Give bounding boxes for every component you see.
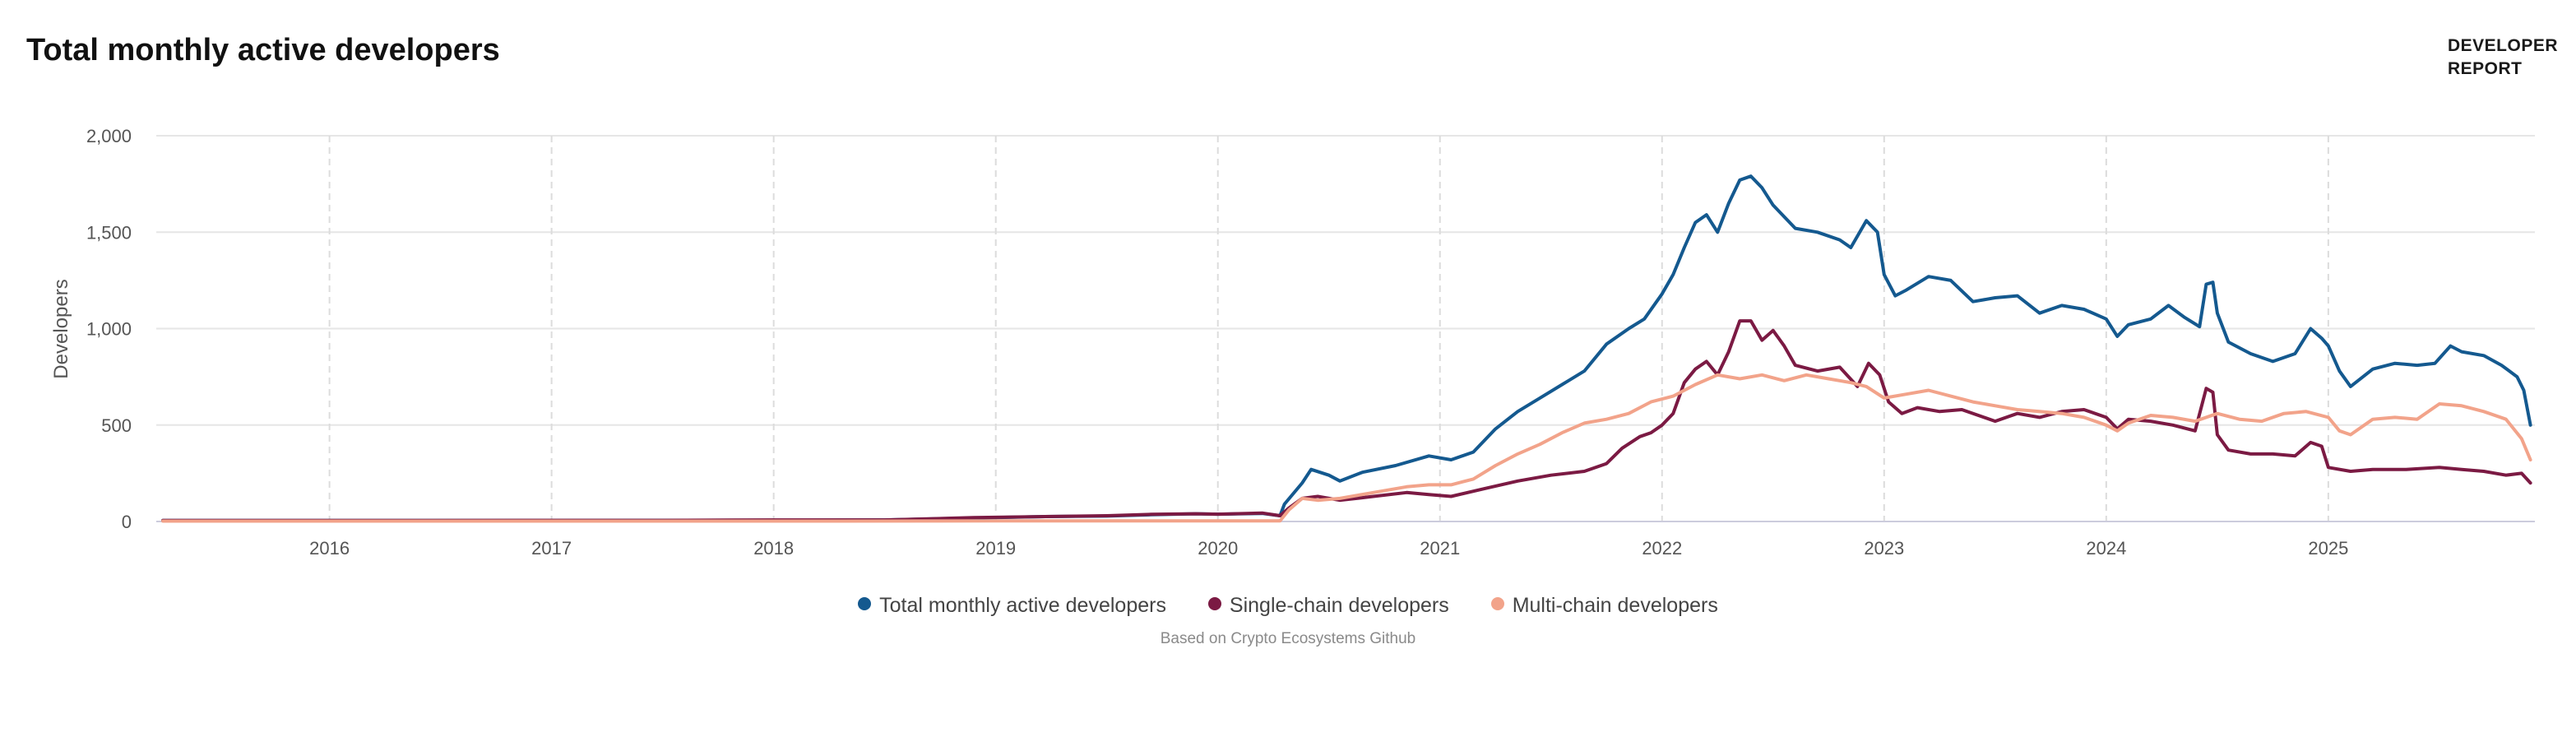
series-line-multi[interactable] [161,373,2532,523]
legend-item-multi[interactable]: Multi-chain developers [1490,594,1718,618]
logo-line-1: DEVELOPER [2448,36,2559,55]
x-tick-label: 2018 [753,538,794,559]
legend-label-multi: Multi-chain developers [1512,594,1718,617]
y-tick-label: 500 [101,415,132,436]
chart-title: Total monthly active developers [26,33,500,67]
legend-dot-multi [1490,597,1504,610]
logo-line-2: REPORT [2448,59,2523,78]
y-tick-label: 2,000 [86,126,132,146]
x-tick-label: 2017 [531,538,572,559]
grid-layer [156,135,2535,522]
legend-item-single[interactable]: Single-chain developers [1207,594,1449,618]
x-tick-label: 2021 [1420,538,1460,559]
legend-label-total: Total monthly active developers [879,594,1166,617]
chart-legend: Total monthly active developers Single-c… [0,594,2576,618]
y-tick-label: 1,500 [86,222,132,243]
series-layer [161,174,2532,523]
axis-layer: 0 500 1,000 1,500 2,000 2016 2017 2018 2019 2020 2… [86,126,2535,559]
series-line-total[interactable] [161,174,2532,522]
series-line-single[interactable] [161,319,2532,522]
y-axis-title: Developers [50,279,72,378]
x-tick-label: 2020 [1198,538,1238,559]
x-tick-label: 2025 [2308,538,2348,559]
source-note: Based on Crypto Ecosystems Github [1160,630,1416,647]
legend-item-total[interactable]: Total monthly active developers [858,594,1166,618]
y-tick-label: 0 [122,512,132,532]
x-tick-label: 2019 [975,538,1016,559]
x-tick-label: 2023 [1864,538,1904,559]
legend-dot-total [858,597,872,610]
x-tick-label: 2024 [2086,538,2126,559]
x-tick-label: 2016 [309,538,350,559]
x-tick-label: 2022 [1642,538,1682,559]
brand-logo: DEVELOPER REPORT [2448,35,2571,81]
legend-dot-single [1207,597,1221,610]
y-tick-label: 1,000 [86,319,132,340]
legend-label-single: Single-chain developers [1229,594,1449,617]
